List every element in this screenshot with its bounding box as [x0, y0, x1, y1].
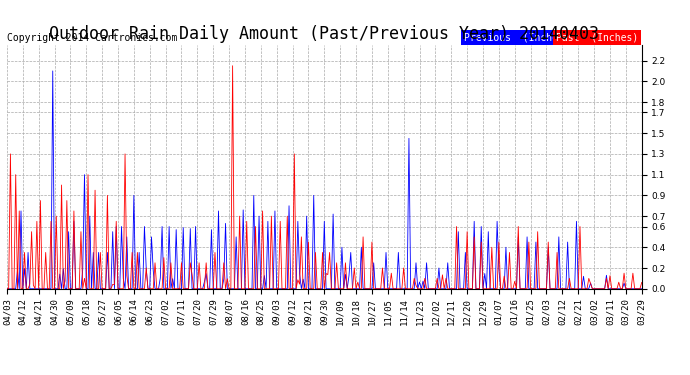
Text: Previous  (Inches): Previous (Inches)	[464, 33, 570, 43]
Text: Past  (Inches): Past (Inches)	[556, 33, 638, 43]
Text: Copyright 2014 Cartronics.com: Copyright 2014 Cartronics.com	[7, 33, 177, 43]
Title: Outdoor Rain Daily Amount (Past/Previous Year) 20140403: Outdoor Rain Daily Amount (Past/Previous…	[49, 26, 600, 44]
